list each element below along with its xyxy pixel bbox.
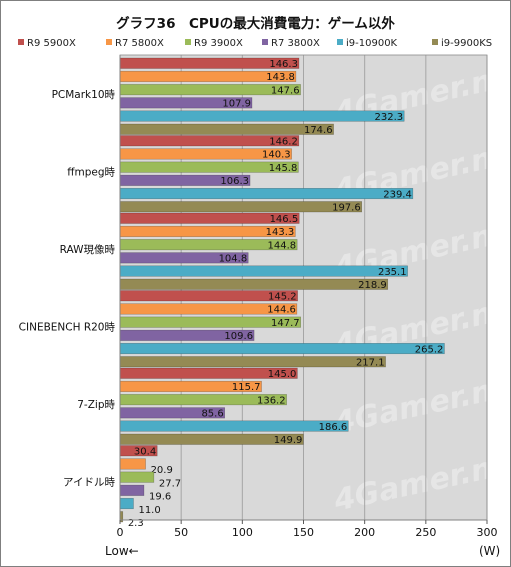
data-label: 11.0: [138, 505, 160, 516]
data-label: 85.6: [201, 409, 223, 420]
x-tick-label: 250: [415, 526, 436, 539]
legend-swatch: [337, 39, 343, 45]
legend-item: R7 5800X: [106, 38, 164, 50]
data-label: 147.7: [271, 318, 300, 329]
data-label: 115.7: [232, 382, 261, 393]
legend-label: R9 3900X: [194, 38, 243, 49]
legend-label: R7 5800X: [115, 38, 164, 49]
bar: [119, 123, 334, 135]
data-label: 217.1: [356, 358, 385, 369]
data-label: 145.8: [269, 163, 298, 174]
data-label: 239.4: [383, 189, 412, 200]
data-label: 104.8: [219, 254, 248, 265]
data-label: 147.6: [271, 85, 300, 96]
data-label: 136.2: [257, 395, 286, 406]
data-label: 145.0: [268, 369, 297, 380]
data-label: 197.6: [332, 203, 361, 214]
data-label: 30.4: [134, 447, 156, 458]
legend-item: i9-10900K: [337, 38, 397, 50]
category-label: RAW現像時: [60, 244, 116, 256]
x-tick-label: 200: [354, 526, 375, 539]
legend-label: R9 5900X: [27, 38, 76, 49]
x-tick-label: 300: [477, 526, 498, 539]
legend-swatch: [106, 39, 112, 45]
legend-item: R9 3900X: [185, 38, 243, 50]
data-label: 140.3: [262, 150, 291, 161]
bar: [119, 484, 145, 496]
data-label: 107.9: [222, 99, 251, 110]
data-label: 144.8: [267, 240, 296, 251]
legend-swatch: [262, 39, 268, 45]
x-tick-label: 100: [232, 526, 253, 539]
data-label: 145.2: [268, 292, 297, 303]
bar: [119, 498, 134, 510]
legend-swatch: [185, 39, 191, 45]
x-tick-label: 150: [293, 526, 314, 539]
data-label: 146.3: [269, 59, 298, 70]
data-label: 235.1: [378, 267, 407, 278]
x-axis-unit: (W): [479, 544, 501, 558]
bar: [119, 201, 362, 213]
data-label: 146.5: [270, 214, 299, 225]
data-label: 19.6: [149, 492, 171, 503]
bar: [119, 110, 405, 122]
bar: [119, 188, 414, 200]
legend-item: R7 3800X: [262, 38, 320, 50]
legend-swatch: [18, 39, 24, 45]
bar: [119, 471, 155, 483]
data-label: 20.9: [151, 465, 173, 476]
legend-swatch: [432, 39, 438, 45]
data-label: 144.6: [267, 305, 296, 316]
data-label: 143.8: [266, 72, 295, 83]
data-label: 149.9: [274, 435, 303, 446]
bar: [119, 343, 445, 355]
chart-title: グラフ36 CPUの最大消費電力：ゲーム以外: [116, 16, 395, 32]
bar: [119, 458, 146, 470]
legend: R9 5900X R7 5800X R9 3900X R7 3800X i9-10900…: [1, 38, 510, 52]
category-label: 7-Zip時: [77, 399, 115, 411]
x-tick-label: 0: [117, 526, 124, 539]
category-label: ffmpeg時: [67, 166, 115, 178]
legend-label: i9-10900K: [346, 38, 398, 49]
legend-item: i9-9900KS: [432, 38, 492, 50]
data-label: 106.3: [220, 176, 249, 187]
data-label: 2.3: [128, 518, 144, 529]
data-label: 265.2: [415, 344, 444, 355]
data-label: 232.3: [375, 112, 404, 123]
legend-label: i9-9900KS: [441, 38, 493, 49]
data-label: 186.6: [319, 422, 348, 433]
category-label: CINEBENCH R20時: [19, 321, 116, 333]
data-label: 146.2: [269, 137, 298, 148]
data-label: 174.6: [304, 125, 333, 136]
category-label: アイドル時: [63, 476, 115, 488]
data-label: 143.3: [266, 227, 295, 238]
data-label: 218.9: [358, 280, 387, 291]
bar: [119, 420, 349, 432]
legend-label: R7 3800X: [271, 38, 320, 49]
legend-item: R9 5900X: [18, 38, 76, 50]
x-tick-label: 50: [174, 526, 188, 539]
bar: [119, 356, 386, 368]
data-label: 27.7: [159, 478, 181, 489]
low-indicator: Low←: [105, 544, 139, 558]
bar: [119, 278, 389, 290]
category-label: PCMark10時: [52, 89, 116, 101]
bar: [119, 265, 408, 277]
data-label: 109.6: [224, 331, 253, 342]
